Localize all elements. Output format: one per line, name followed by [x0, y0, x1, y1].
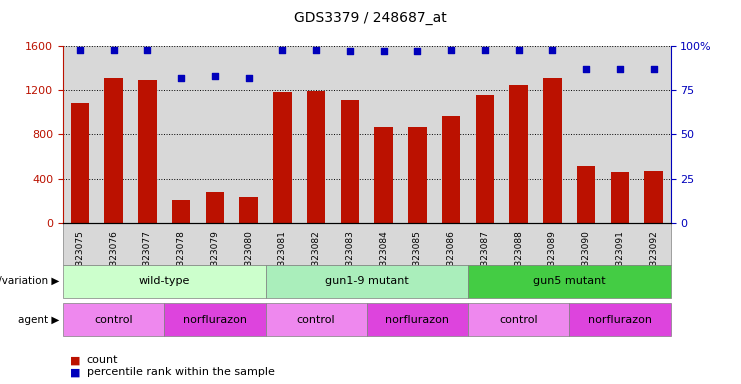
Bar: [408, 127, 427, 223]
Text: norflurazon: norflurazon: [183, 314, 247, 325]
Point: [175, 75, 187, 81]
Text: wild-type: wild-type: [139, 276, 190, 286]
Point: [310, 46, 322, 53]
Point: [142, 46, 153, 53]
Bar: [341, 100, 359, 223]
Text: percentile rank within the sample: percentile rank within the sample: [87, 367, 275, 377]
Point: [614, 66, 626, 72]
Text: norflurazon: norflurazon: [385, 314, 450, 325]
Text: norflurazon: norflurazon: [588, 314, 652, 325]
Text: gun5 mutant: gun5 mutant: [533, 276, 605, 286]
Point: [445, 46, 457, 53]
Bar: [611, 172, 629, 223]
Point: [209, 73, 221, 79]
Bar: [577, 166, 596, 223]
Bar: [307, 91, 325, 223]
Text: ■: ■: [70, 355, 81, 365]
Text: gun1-9 mutant: gun1-9 mutant: [325, 276, 409, 286]
Bar: [273, 92, 292, 223]
Bar: [509, 85, 528, 223]
Text: count: count: [87, 355, 119, 365]
Bar: [442, 116, 460, 223]
Point: [276, 46, 288, 53]
Bar: [476, 95, 494, 223]
Point: [411, 48, 423, 55]
Point: [580, 66, 592, 72]
Point: [479, 46, 491, 53]
Point: [513, 46, 525, 53]
Text: agent ▶: agent ▶: [18, 314, 59, 325]
Text: control: control: [297, 314, 336, 325]
Point: [243, 75, 255, 81]
Bar: [172, 200, 190, 223]
Text: control: control: [499, 314, 538, 325]
Bar: [104, 78, 123, 223]
Bar: [543, 78, 562, 223]
Bar: [138, 80, 156, 223]
Point: [547, 46, 559, 53]
Bar: [205, 192, 225, 223]
Bar: [70, 104, 89, 223]
Point: [344, 48, 356, 55]
Point: [107, 46, 119, 53]
Text: GDS3379 / 248687_at: GDS3379 / 248687_at: [294, 11, 447, 25]
Bar: [645, 171, 663, 223]
Point: [378, 48, 390, 55]
Text: genotype/variation ▶: genotype/variation ▶: [0, 276, 59, 286]
Point: [648, 66, 659, 72]
Bar: [239, 197, 258, 223]
Point: [74, 46, 86, 53]
Bar: [374, 127, 393, 223]
Text: ■: ■: [70, 367, 81, 377]
Text: control: control: [94, 314, 133, 325]
